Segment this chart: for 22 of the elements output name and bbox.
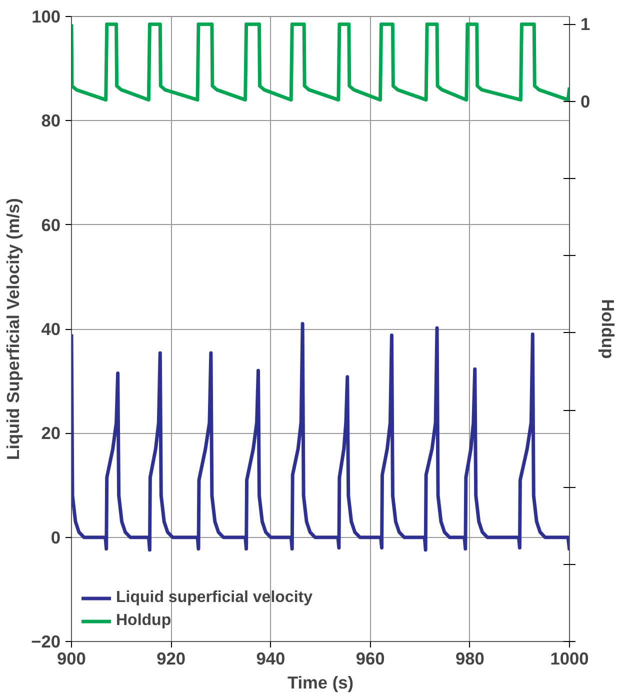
y2-tick-label: 1: [580, 14, 590, 34]
x-tick-label: 920: [156, 648, 186, 668]
legend-label: Holdup: [116, 612, 172, 630]
x-tick-label: 980: [455, 648, 484, 668]
legend-label: Liquid superficial velocity: [116, 589, 312, 607]
y-axis-title: Liquid Superficial Velocity (m/s): [3, 198, 24, 460]
line-series: [72, 22, 570, 102]
y2-axis-title: Holdup: [598, 299, 618, 359]
x-axis-title: Time (s): [287, 672, 354, 692]
y-tick-label: −20: [31, 632, 61, 652]
x-tick-label: 1000: [550, 648, 589, 668]
x-tick-label: 960: [356, 648, 385, 668]
y-tick-label: 80: [41, 110, 61, 131]
y-tick-label: 60: [41, 214, 61, 235]
y2-tick-label: 0: [580, 91, 590, 112]
x-tick-label: 900: [57, 648, 86, 668]
y-tick-label: 100: [32, 6, 61, 26]
line-series: [72, 322, 570, 552]
x-tick-label: 940: [256, 648, 286, 668]
y-tick-label: 0: [50, 527, 61, 548]
y-tick-label: 40: [41, 319, 61, 339]
y-tick-label: 20: [41, 423, 61, 444]
